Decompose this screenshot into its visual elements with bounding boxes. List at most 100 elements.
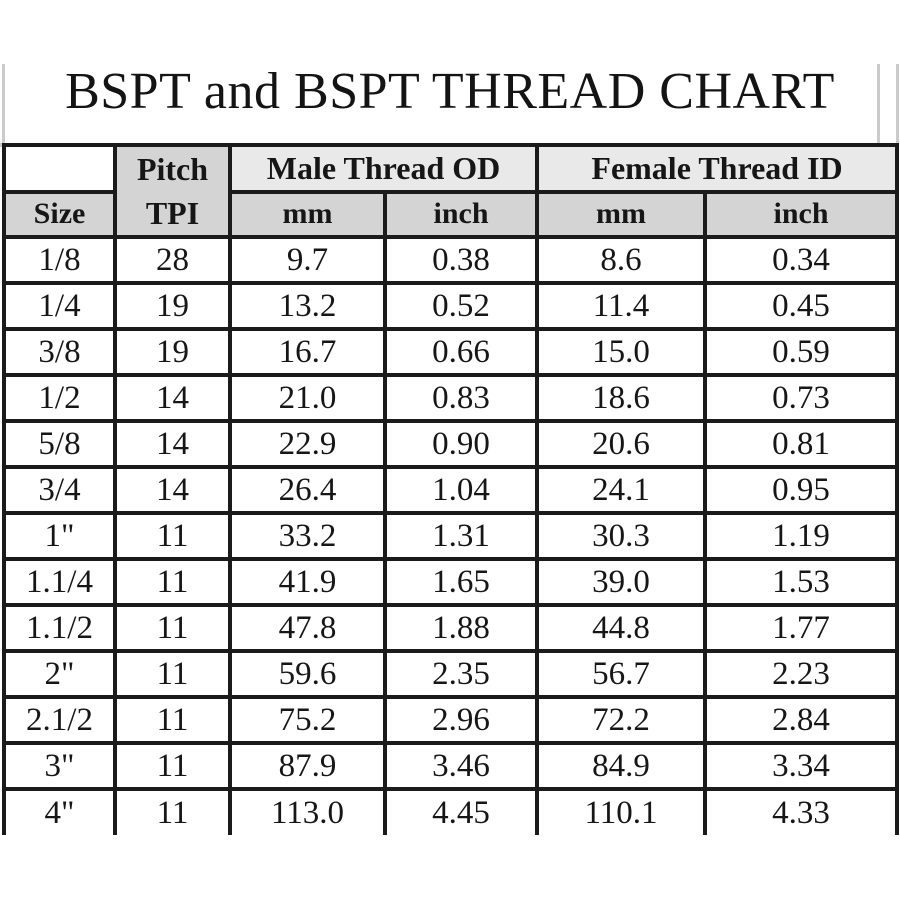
tpi-cell: 11 (113, 603, 232, 653)
male-od-inch-cell: 0.52 (382, 281, 540, 331)
female-id-mm-cell: 18.6 (535, 373, 708, 423)
table-row: 4" 11 113.0 4.45 110.1 4.33 (2, 787, 900, 835)
size-cell: 1.1/4 (2, 557, 117, 607)
female-id-inch-cell: 0.81 (703, 419, 900, 469)
tpi-header-label: TPI (145, 195, 200, 231)
male-od-inch-cell: 2.96 (382, 695, 540, 745)
male-od-mm-cell: 33.2 (228, 511, 387, 561)
female-thread-id-header: Female Thread ID (535, 143, 900, 194)
table-row: 1.1/4 11 41.9 1.65 39.0 1.53 (2, 557, 900, 607)
male-od-mm-cell: 13.2 (228, 281, 387, 331)
female-id-mm-cell: 11.4 (535, 281, 708, 331)
size-cell: 5/8 (2, 419, 117, 469)
page-edge-line-right-outer (896, 64, 899, 143)
female-id-inch-cell: 2.23 (703, 649, 900, 699)
female-inch-header: inch (703, 189, 900, 240)
male-od-inch-cell: 1.65 (382, 557, 540, 607)
size-header: Size (2, 189, 117, 240)
male-od-mm-cell: 22.9 (228, 419, 387, 469)
tpi-cell: 14 (113, 419, 232, 469)
male-od-inch-cell: 1.04 (382, 465, 540, 515)
male-od-mm-cell: 75.2 (228, 695, 387, 745)
tpi-cell: 19 (113, 327, 232, 377)
female-id-mm-cell: 30.3 (535, 511, 708, 561)
female-id-mm-cell: 84.9 (535, 741, 708, 791)
tpi-cell: 11 (113, 557, 232, 607)
female-id-inch-cell: 4.33 (703, 787, 900, 835)
tpi-cell: 28 (113, 235, 232, 285)
page-edge-line-left (2, 64, 5, 143)
female-id-mm-cell: 15.0 (535, 327, 708, 377)
female-id-mm-cell: 44.8 (535, 603, 708, 653)
female-id-mm-cell: 39.0 (535, 557, 708, 607)
female-id-inch-cell: 1.19 (703, 511, 900, 561)
tpi-cell: 11 (113, 695, 232, 745)
table-row: 1/2 14 21.0 0.83 18.6 0.73 (2, 373, 900, 423)
size-cell: 1/2 (2, 373, 117, 423)
table-row: 1.1/2 11 47.8 1.88 44.8 1.77 (2, 603, 900, 653)
table-row: 1/4 19 13.2 0.52 11.4 0.45 (2, 281, 900, 331)
male-od-inch-cell: 2.35 (382, 649, 540, 699)
page-title: BSPT and BSPT THREAD CHART (65, 63, 835, 120)
male-od-mm-cell: 16.7 (228, 327, 387, 377)
page-edge-line-right-inner (877, 64, 880, 143)
female-id-inch-cell: 0.59 (703, 327, 900, 377)
size-cell: 2" (2, 649, 117, 699)
female-mm-header: mm (535, 189, 708, 240)
male-od-mm-cell: 9.7 (228, 235, 387, 285)
male-od-mm-cell: 26.4 (228, 465, 387, 515)
table-row: 3/4 14 26.4 1.04 24.1 0.95 (2, 465, 900, 515)
tpi-cell: 11 (113, 511, 232, 561)
male-od-inch-cell: 3.46 (382, 741, 540, 791)
male-od-inch-cell: 0.38 (382, 235, 540, 285)
thread-chart-table: Pitch TPI Male Thread OD Female Thread I… (2, 143, 900, 835)
table-header: Pitch TPI Male Thread OD Female Thread I… (2, 143, 900, 240)
female-id-mm-cell: 72.2 (535, 695, 708, 745)
male-inch-header: inch (382, 189, 540, 240)
table-row: 1/8 28 9.7 0.38 8.6 0.34 (2, 235, 900, 285)
size-cell: 4" (2, 787, 117, 835)
size-cell: 1/8 (2, 235, 117, 285)
female-id-mm-cell: 24.1 (535, 465, 708, 515)
male-od-mm-cell: 47.8 (228, 603, 387, 653)
female-id-inch-cell: 0.73 (703, 373, 900, 423)
table-row: 3/8 19 16.7 0.66 15.0 0.59 (2, 327, 900, 377)
table-row: 1" 11 33.2 1.31 30.3 1.19 (2, 511, 900, 561)
male-od-mm-cell: 21.0 (228, 373, 387, 423)
table-row: 3" 11 87.9 3.46 84.9 3.34 (2, 741, 900, 791)
tpi-cell: 14 (113, 373, 232, 423)
tpi-cell: 19 (113, 281, 232, 331)
female-id-inch-cell: 0.45 (703, 281, 900, 331)
male-od-inch-cell: 1.31 (382, 511, 540, 561)
table-row: 2" 11 59.6 2.35 56.7 2.23 (2, 649, 900, 699)
male-mm-header: mm (228, 189, 387, 240)
size-cell: 1/4 (2, 281, 117, 331)
female-id-inch-cell: 0.95 (703, 465, 900, 515)
pitch-header-label: Pitch (136, 151, 209, 187)
female-id-inch-cell: 2.84 (703, 695, 900, 745)
female-id-mm-cell: 8.6 (535, 235, 708, 285)
male-od-inch-cell: 0.66 (382, 327, 540, 377)
male-od-inch-cell: 0.83 (382, 373, 540, 423)
female-id-inch-cell: 0.34 (703, 235, 900, 285)
male-od-inch-cell: 0.90 (382, 419, 540, 469)
male-od-mm-cell: 87.9 (228, 741, 387, 791)
size-cell: 2.1/2 (2, 695, 117, 745)
table-row: 2.1/2 11 75.2 2.96 72.2 2.84 (2, 695, 900, 745)
table-body: 1/8 28 9.7 0.38 8.6 0.34 1/4 19 13.2 0.5… (2, 235, 900, 835)
male-od-mm-cell: 113.0 (228, 787, 387, 835)
female-id-inch-cell: 1.53 (703, 557, 900, 607)
tpi-cell: 14 (113, 465, 232, 515)
size-cell: 3/4 (2, 465, 117, 515)
header-unit-row: Size mm inch mm inch (2, 189, 900, 240)
male-od-inch-cell: 1.88 (382, 603, 540, 653)
header-group-row: Pitch TPI Male Thread OD Female Thread I… (2, 143, 900, 239)
female-id-mm-cell: 56.7 (535, 649, 708, 699)
size-cell: 3" (2, 741, 117, 791)
male-od-mm-cell: 41.9 (228, 557, 387, 607)
female-id-inch-cell: 3.34 (703, 741, 900, 791)
female-id-mm-cell: 20.6 (535, 419, 708, 469)
female-id-inch-cell: 1.77 (703, 603, 900, 653)
female-id-mm-cell: 110.1 (535, 787, 708, 835)
